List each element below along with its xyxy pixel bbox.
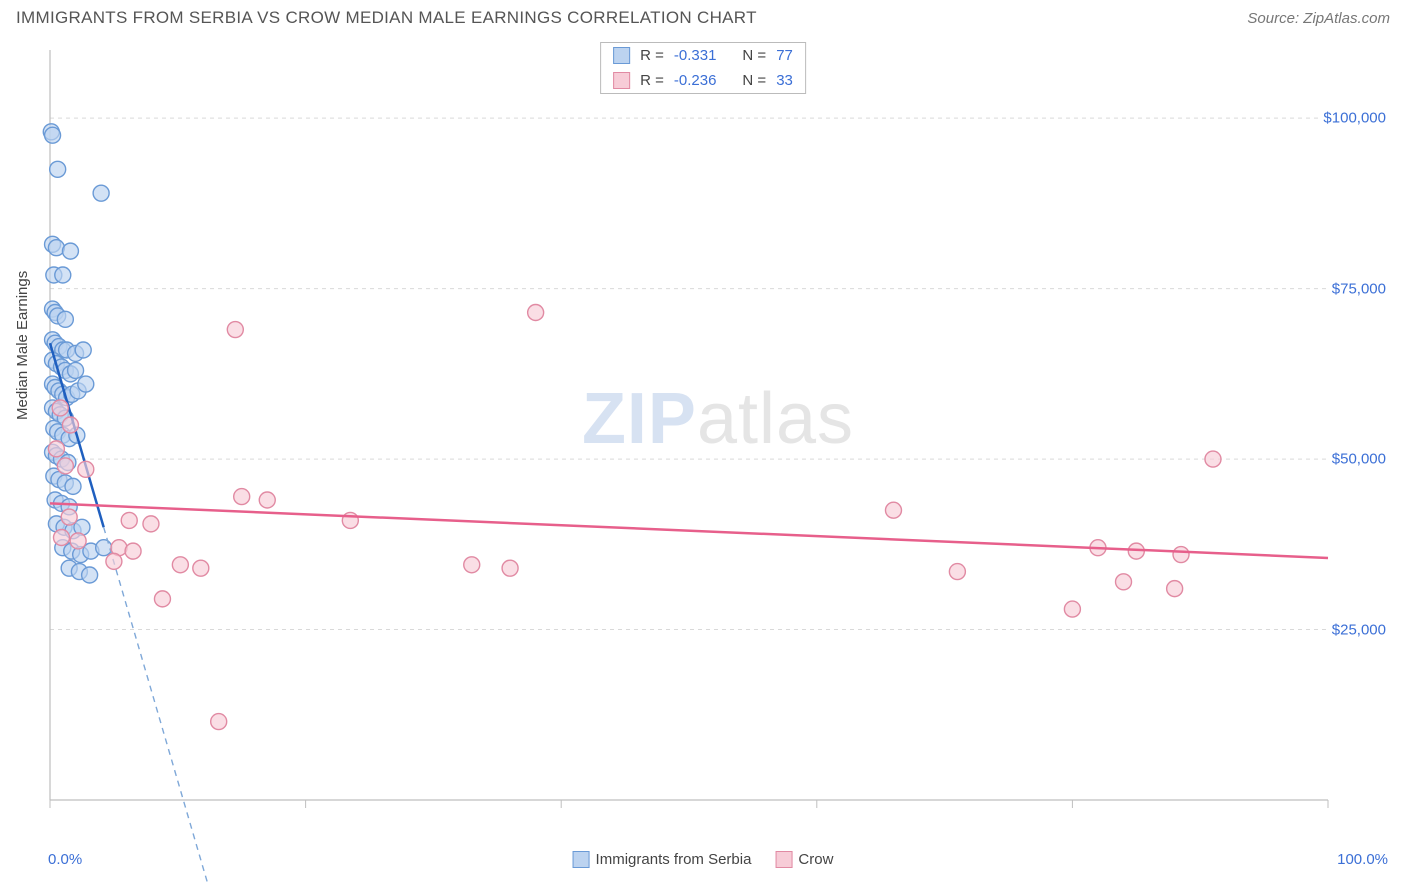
scatter-plot: ZIPatlas $25,000$50,000$75,000$100,000 bbox=[48, 40, 1388, 830]
plot-svg bbox=[48, 40, 1388, 830]
x-max-label: 100.0% bbox=[1337, 851, 1388, 868]
n-label: N = bbox=[742, 72, 766, 89]
legend-item-crow: Crow bbox=[775, 851, 833, 868]
legend-swatch bbox=[775, 851, 792, 868]
r-label: R = bbox=[640, 47, 664, 64]
y-tick-label: $100,000 bbox=[1321, 110, 1388, 127]
chart-title: IMMIGRANTS FROM SERBIA VS CROW MEDIAN MA… bbox=[16, 8, 757, 28]
y-tick-label: $50,000 bbox=[1330, 451, 1388, 468]
legend-swatch bbox=[613, 47, 630, 64]
x-min-label: 0.0% bbox=[48, 851, 82, 868]
r-value: -0.331 bbox=[674, 47, 717, 64]
legend-row-crow: R = -0.236 N = 33 bbox=[601, 68, 805, 93]
legend-label: Crow bbox=[798, 851, 833, 868]
r-value: -0.236 bbox=[674, 72, 717, 89]
legend-swatch bbox=[613, 72, 630, 89]
y-tick-label: $75,000 bbox=[1330, 280, 1388, 297]
y-tick-label: $25,000 bbox=[1330, 621, 1388, 638]
legend-item-serbia: Immigrants from Serbia bbox=[573, 851, 752, 868]
legend-row-serbia: R = -0.331 N = 77 bbox=[601, 43, 805, 68]
legend-label: Immigrants from Serbia bbox=[596, 851, 752, 868]
n-label: N = bbox=[742, 47, 766, 64]
correlation-legend: R = -0.331 N = 77 R = -0.236 N = 33 bbox=[600, 42, 806, 94]
y-axis-label: Median Male Earnings bbox=[14, 271, 31, 420]
n-value: 77 bbox=[776, 47, 793, 64]
series-legend: Immigrants from Serbia Crow bbox=[573, 851, 834, 868]
r-label: R = bbox=[640, 72, 664, 89]
n-value: 33 bbox=[776, 72, 793, 89]
chart-source: Source: ZipAtlas.com bbox=[1247, 10, 1390, 27]
legend-swatch bbox=[573, 851, 590, 868]
